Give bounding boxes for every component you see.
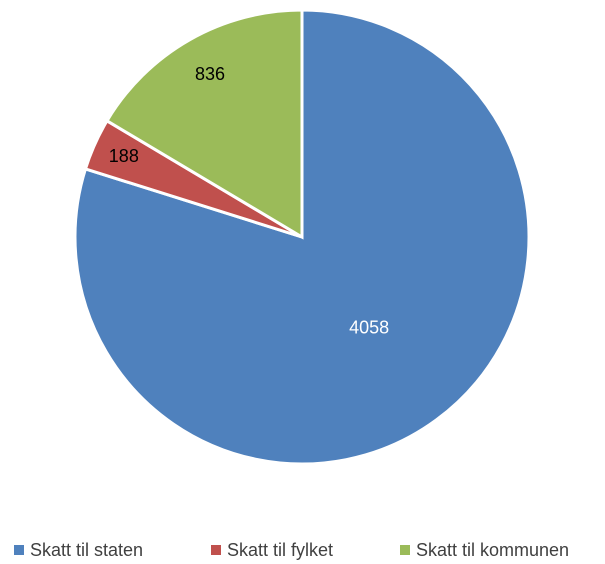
data-label: 188 (109, 146, 139, 166)
legend-swatch (14, 545, 24, 555)
data-label: 4058 (349, 317, 389, 337)
legend-label: Skatt til fylket (227, 540, 333, 560)
data-label: 836 (195, 64, 225, 84)
legend-label: Skatt til staten (30, 540, 143, 560)
legend-label: Skatt til kommunen (416, 540, 569, 560)
legend-swatch (211, 545, 221, 555)
pie-slice (104, 8, 304, 240)
legend-swatch (400, 545, 410, 555)
